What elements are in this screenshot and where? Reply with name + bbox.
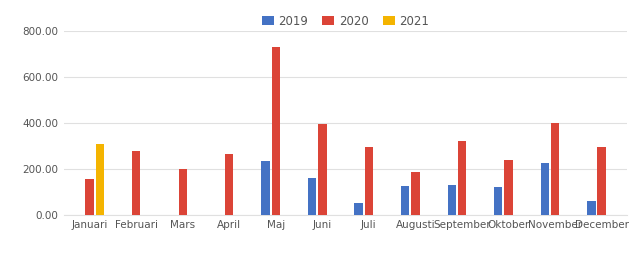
Bar bbox=[132, 151, 140, 215]
Bar bbox=[365, 147, 373, 215]
Bar bbox=[95, 144, 104, 215]
Bar bbox=[179, 169, 187, 215]
Bar bbox=[447, 185, 456, 215]
Bar bbox=[225, 154, 234, 215]
Bar bbox=[541, 163, 549, 215]
Bar bbox=[551, 123, 559, 215]
Bar bbox=[261, 161, 269, 215]
Legend: 2019, 2020, 2021: 2019, 2020, 2021 bbox=[257, 10, 434, 32]
Bar bbox=[597, 147, 606, 215]
Bar bbox=[308, 178, 316, 215]
Bar bbox=[458, 141, 466, 215]
Bar bbox=[412, 172, 420, 215]
Bar bbox=[494, 187, 502, 215]
Bar bbox=[271, 47, 280, 215]
Bar bbox=[587, 201, 596, 215]
Bar bbox=[355, 203, 363, 215]
Bar bbox=[318, 124, 326, 215]
Bar bbox=[504, 160, 513, 215]
Bar bbox=[85, 179, 94, 215]
Bar bbox=[401, 186, 410, 215]
